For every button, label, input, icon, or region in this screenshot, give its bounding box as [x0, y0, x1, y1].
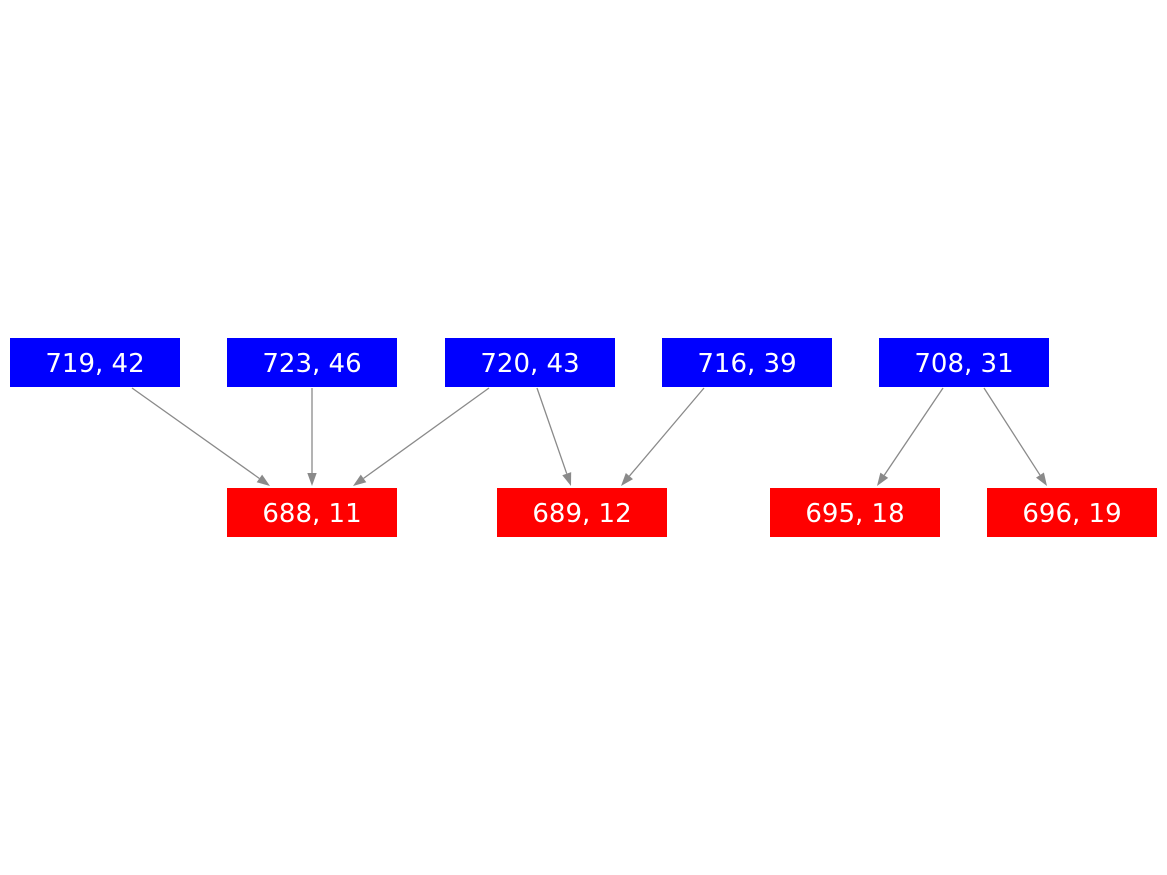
node-720-43: 720, 43 — [445, 338, 615, 387]
edge-723-46-to-688-11 — [307, 388, 317, 486]
edge-arrowhead — [1036, 472, 1047, 486]
edge-arrowhead — [256, 474, 270, 486]
edge-arrowhead — [562, 472, 572, 486]
node-label: 695, 18 — [805, 498, 905, 529]
edge-line — [883, 387, 944, 476]
edge-arrowhead — [353, 474, 367, 486]
edge-line — [983, 387, 1041, 476]
edge-720-43-to-688-11 — [353, 387, 490, 486]
node-label: 708, 31 — [914, 348, 1014, 379]
edge-line — [628, 387, 705, 477]
node-716-39: 716, 39 — [662, 338, 832, 387]
node-label: 688, 11 — [262, 498, 362, 529]
edge-719-42-to-688-11 — [131, 387, 270, 486]
edge-720-43-to-689-12 — [536, 387, 572, 486]
node-723-46: 723, 46 — [227, 338, 397, 387]
edge-716-39-to-689-12 — [621, 387, 705, 486]
edge-line — [131, 387, 260, 480]
node-label: 716, 39 — [697, 348, 797, 379]
edge-708-31-to-696-19 — [983, 387, 1047, 486]
edge-arrowhead — [877, 472, 889, 486]
node-695-18: 695, 18 — [770, 488, 940, 537]
node-label: 689, 12 — [532, 498, 632, 529]
node-696-19: 696, 19 — [987, 488, 1157, 537]
node-688-11: 688, 11 — [227, 488, 397, 537]
node-label: 720, 43 — [480, 348, 580, 379]
edge-arrowhead — [621, 473, 633, 486]
edge-708-31-to-695-18 — [877, 387, 944, 486]
node-719-42: 719, 42 — [10, 338, 180, 387]
node-label: 696, 19 — [1022, 498, 1122, 529]
edge-line — [536, 387, 568, 474]
node-689-12: 689, 12 — [497, 488, 667, 537]
node-label: 723, 46 — [262, 348, 362, 379]
node-label: 719, 42 — [45, 348, 145, 379]
edge-arrowhead — [307, 473, 317, 486]
edge-line — [363, 387, 490, 479]
node-708-31: 708, 31 — [879, 338, 1049, 387]
